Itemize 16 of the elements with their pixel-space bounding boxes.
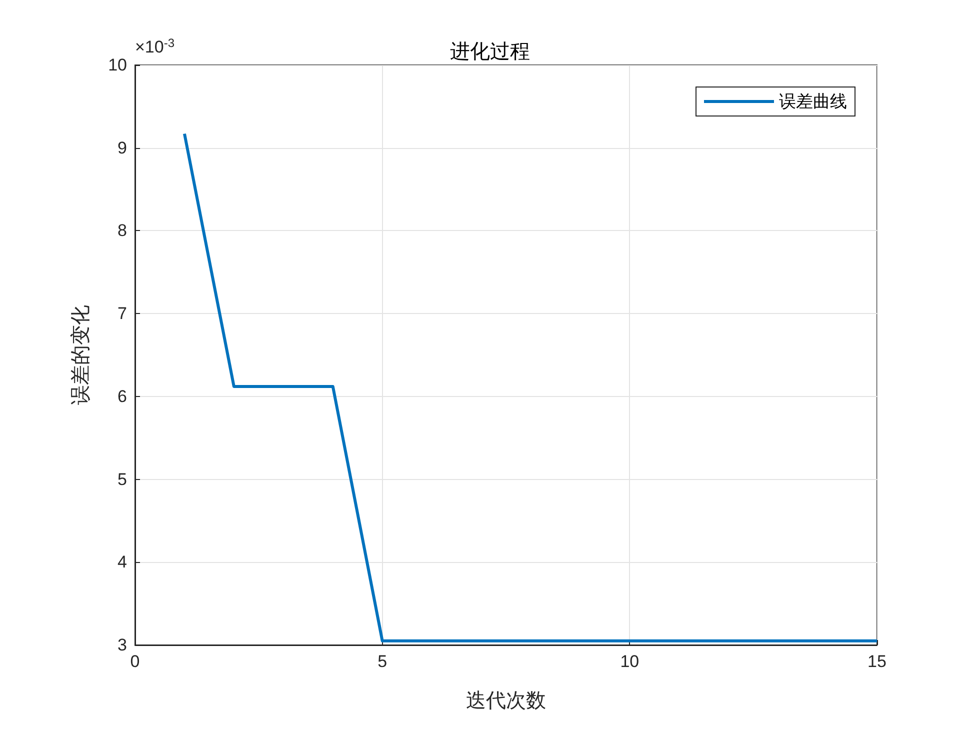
x-tick-label: 10 <box>620 652 640 671</box>
y-tick-label: 10 <box>108 56 127 74</box>
x-tick-label: 15 <box>868 652 886 671</box>
chart-title: 进化过程 <box>450 39 530 63</box>
y-axis-title: 误差的变化 <box>68 305 92 405</box>
y-tick-label: 9 <box>118 138 127 158</box>
legend-label: 误差曲线 <box>779 92 847 111</box>
y-tick-label: 3 <box>118 636 127 654</box>
y-tick-label: 4 <box>118 552 127 572</box>
x-tick-label: 0 <box>130 652 140 671</box>
y-tick-label: 6 <box>118 386 127 406</box>
y-tick-label: 8 <box>118 221 127 240</box>
y-tick-label: 5 <box>118 470 127 489</box>
x-axis-title: 迭代次数 <box>466 688 546 712</box>
x-tick-label: 5 <box>378 652 388 671</box>
y-tick-label: 7 <box>118 304 127 324</box>
